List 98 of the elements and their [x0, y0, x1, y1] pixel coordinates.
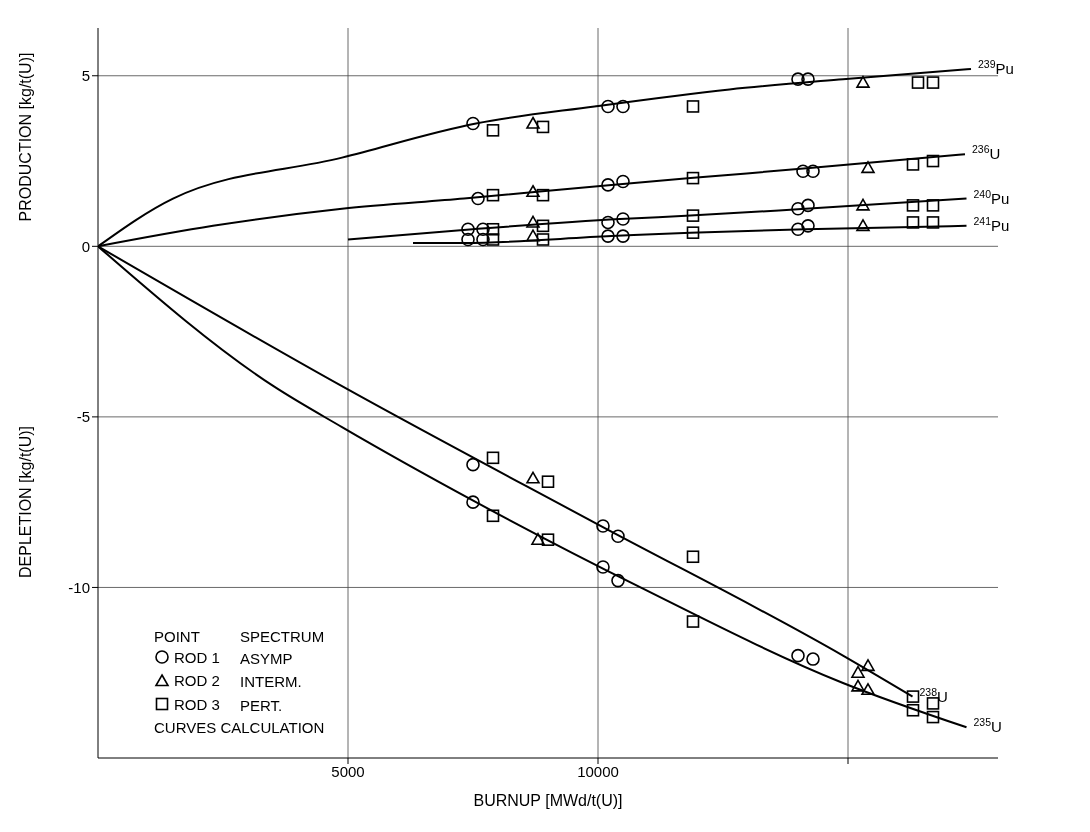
point: [486, 124, 500, 137]
annotation: INTERM.: [239, 672, 303, 693]
point: [471, 191, 485, 206]
line-series: [347, 197, 968, 241]
point: [686, 550, 700, 564]
point: [861, 682, 875, 696]
point: [861, 161, 875, 174]
point: [601, 99, 615, 114]
point: [596, 560, 610, 574]
point: [611, 573, 625, 588]
point: [526, 471, 540, 484]
point: [861, 659, 875, 672]
text: DEPLETION [kg/t(U)]: [17, 426, 35, 579]
point: [686, 226, 700, 239]
point: [791, 201, 805, 216]
point: [906, 158, 920, 171]
point: [616, 99, 630, 114]
legend-label: ROD 1: [174, 648, 220, 666]
point: [461, 222, 475, 237]
point: [926, 154, 940, 168]
point: [601, 229, 615, 243]
point: [526, 184, 540, 198]
y-axis-title: PRODUCTION [kg/t(U)]: [17, 52, 35, 222]
point: [486, 222, 500, 236]
x-tick-label: 5000: [331, 762, 365, 780]
point: [686, 100, 700, 113]
point: [476, 222, 490, 237]
point: [476, 232, 490, 247]
point: [601, 178, 615, 192]
point: [531, 532, 545, 545]
point: [851, 665, 865, 679]
point: [801, 219, 815, 233]
point: [601, 215, 615, 230]
point: [596, 519, 610, 533]
series-label: $^{235}$U: [973, 716, 1002, 736]
point: [851, 679, 865, 692]
point: [486, 233, 500, 246]
point: [906, 199, 920, 212]
point: [536, 219, 550, 233]
point: [466, 116, 480, 131]
y-tick-label: 5: [81, 67, 90, 85]
point: [686, 209, 700, 222]
annotation: CURVES CALCULATION: [153, 718, 326, 738]
point: [616, 229, 630, 243]
point: [791, 222, 805, 237]
point: [926, 216, 940, 229]
legend-label: ROD 2: [174, 672, 220, 689]
annotation: PERT.: [239, 695, 284, 716]
point: [486, 188, 500, 202]
point: [791, 648, 805, 663]
point: [686, 171, 700, 185]
point: [856, 219, 870, 232]
annotation: SPECTRUM: [239, 626, 326, 647]
point: [856, 198, 870, 211]
series-label: $^{238}$U: [919, 685, 948, 705]
series-label: $^{236}$U: [972, 143, 1001, 163]
point: [926, 76, 940, 89]
legend-title: POINT: [153, 626, 201, 647]
x-axis-title: BURNUP [MWd/t(U)]: [473, 792, 623, 809]
point: [461, 232, 475, 247]
point: [906, 690, 920, 703]
point: [466, 457, 480, 472]
point: [536, 120, 550, 134]
legend-label: ROD 3: [174, 695, 220, 713]
point: [541, 475, 555, 488]
point: [856, 75, 870, 88]
point: [791, 72, 805, 86]
point: [926, 710, 940, 724]
point: [801, 198, 815, 213]
series-label: $^{239}$Pu: [978, 57, 1014, 77]
point: [466, 495, 480, 509]
point: [526, 229, 540, 242]
point: [801, 72, 815, 86]
point: [926, 199, 940, 212]
point: [911, 76, 925, 89]
annotation: ASYMP: [239, 648, 294, 669]
point: [536, 188, 550, 202]
point: [796, 164, 810, 179]
point: [806, 652, 820, 666]
point: [486, 509, 500, 523]
point: [616, 174, 630, 189]
point: [686, 615, 700, 628]
x-tick-label: 10000: [577, 762, 619, 780]
series-label: $^{241}$Pu: [973, 214, 1010, 234]
point: [541, 533, 555, 546]
point: [611, 529, 625, 544]
point: [486, 451, 500, 465]
y-tick-label: -5: [76, 408, 90, 426]
point: [616, 212, 630, 226]
point: [536, 233, 550, 246]
series-label: $^{240}$Pu: [973, 187, 1010, 207]
point: [906, 703, 920, 717]
point: [806, 164, 820, 179]
y-tick-label: -10: [68, 578, 90, 596]
point: [526, 116, 540, 129]
point: [906, 216, 920, 229]
point: [526, 215, 540, 228]
y-tick-label: 0: [81, 237, 90, 255]
